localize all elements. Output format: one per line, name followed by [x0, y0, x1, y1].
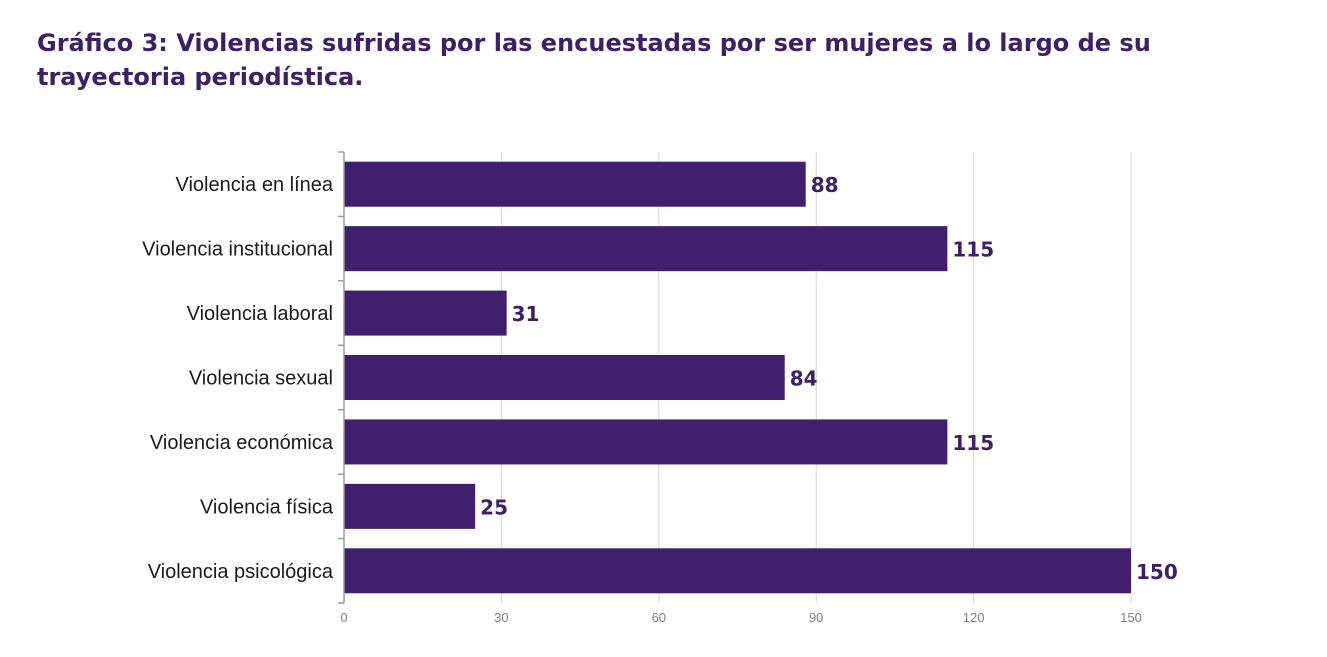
x-tick-label: 30 [494, 610, 508, 625]
data-label: 150 [1136, 560, 1178, 584]
x-tick-label: 0 [340, 610, 347, 625]
category-labels: Violencia en línea Violencia instituciona… [142, 174, 334, 583]
category-label: Violencia en línea [175, 174, 333, 196]
x-tick-labels: 0 30 60 90 120 150 [340, 610, 1141, 625]
category-label: Violencia psicológica [148, 561, 334, 583]
category-label: Violencia económica [150, 432, 334, 454]
y-axis [338, 151, 345, 604]
bar [344, 226, 948, 272]
x-tick-label: 60 [652, 610, 666, 625]
data-label: 25 [480, 495, 508, 519]
category-label: Violencia laboral [187, 303, 333, 325]
category-label: Violencia sexual [189, 368, 333, 390]
bar [344, 483, 476, 529]
category-label: Violencia institucional [142, 239, 333, 261]
value-labels: 88 115 31 84 115 25 150 [480, 173, 1178, 584]
data-label: 115 [952, 238, 994, 262]
bar [344, 419, 948, 465]
data-label: 84 [790, 367, 818, 391]
bar [344, 548, 1131, 594]
x-tick-label: 120 [963, 610, 985, 625]
x-tick-label: 150 [1120, 610, 1142, 625]
bar [344, 290, 507, 336]
chart-title: Gráfico 3: Violencias sufridas por las e… [37, 29, 1151, 91]
bars [344, 161, 1131, 594]
bar [344, 355, 785, 400]
data-label: 115 [952, 431, 994, 455]
data-label: 88 [811, 173, 839, 197]
category-label: Violencia física [200, 496, 334, 518]
data-label: 31 [512, 302, 540, 326]
x-tick-label: 90 [809, 610, 823, 625]
bar [344, 161, 806, 207]
